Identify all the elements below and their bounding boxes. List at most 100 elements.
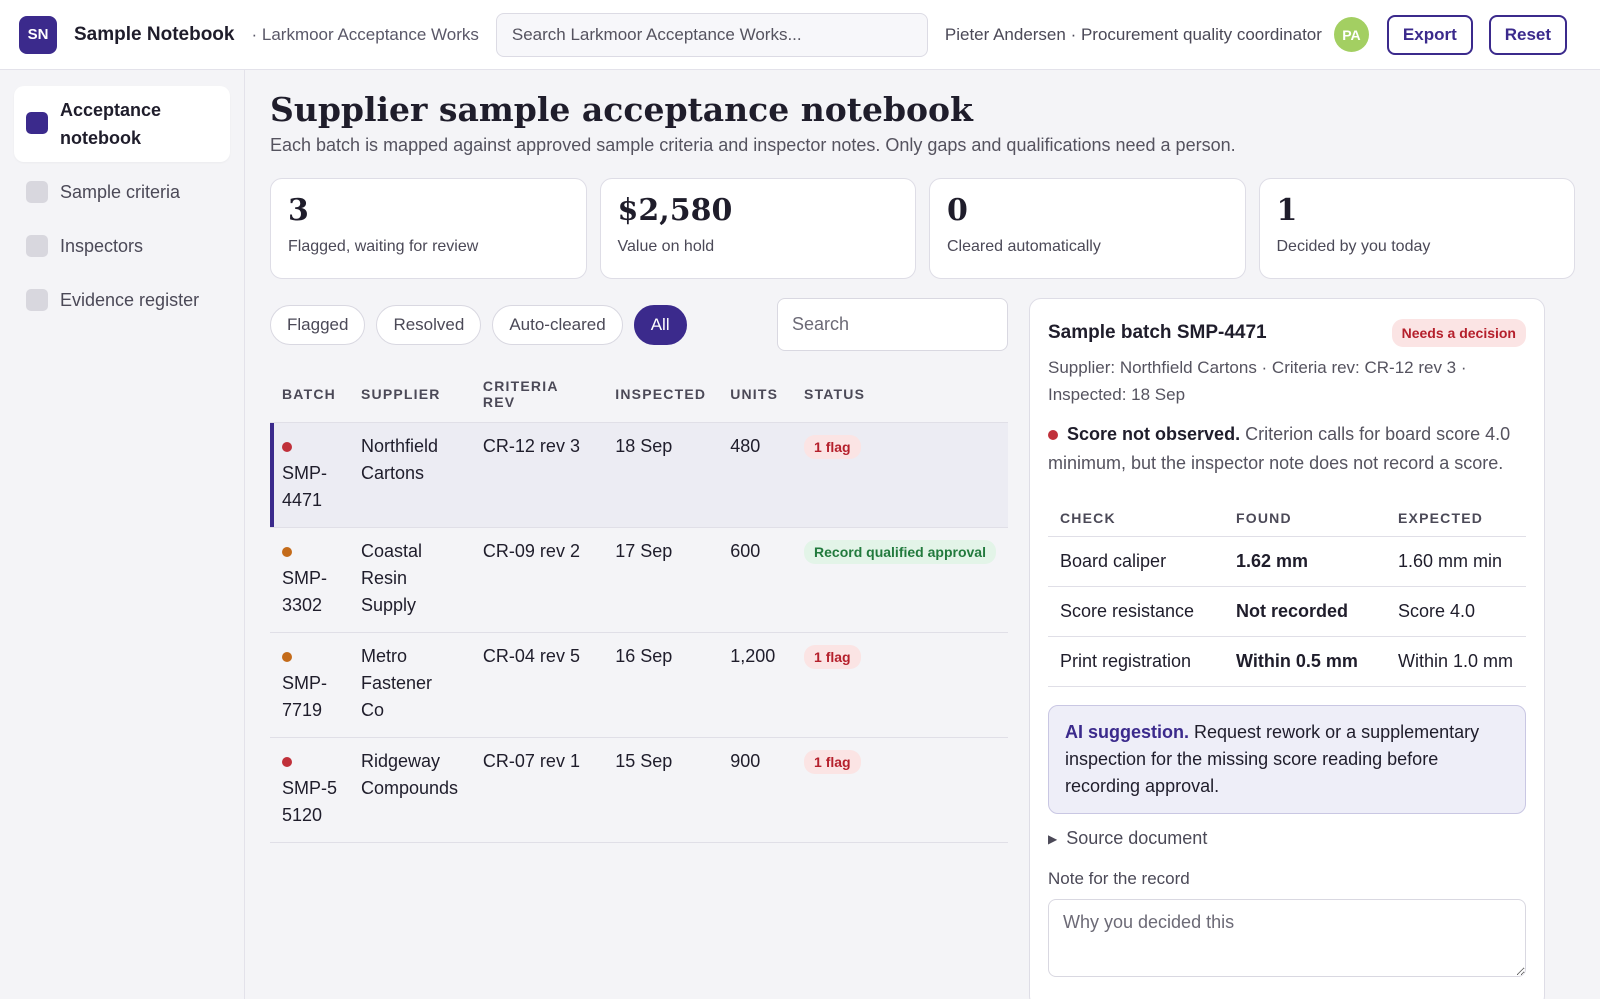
stat-label: Cleared automatically xyxy=(947,238,1101,255)
caret-right-icon: ▶ xyxy=(1048,831,1058,846)
batch-cell: SMP-55120 xyxy=(270,737,349,843)
supplier-cell: Northfield Cartons xyxy=(349,422,471,528)
ai-suggestion-text: Request rework or a supplementary inspec… xyxy=(1065,722,1480,796)
column-header: UNITS xyxy=(718,366,793,423)
status-badge: 1 flag xyxy=(804,645,861,669)
units-cell: 600 xyxy=(718,527,793,633)
stat-card-value-on-hold: $2,580 Value on hold xyxy=(599,178,916,279)
status-dot-icon xyxy=(282,547,292,557)
table-row[interactable]: SMP-4471 Northfield Cartons CR-12 rev 3 … xyxy=(270,422,1008,528)
column-header: CHECK xyxy=(1048,500,1224,537)
units-cell: 480 xyxy=(718,422,793,528)
nav-square-icon xyxy=(26,112,48,134)
filter-pill-all[interactable]: All xyxy=(633,304,687,345)
inspected-cell: 17 Sep xyxy=(603,527,719,633)
stat-card-decided: 1 Decided by you today xyxy=(1258,178,1575,279)
check-row: Board caliper 1.62 mm 1.60 mm min xyxy=(1048,536,1526,587)
finding-description: Criterion calls for board score 4.0 mini… xyxy=(1048,424,1511,473)
sidebar-item-label: Evidence register xyxy=(60,290,200,310)
stat-label: Decided by you today xyxy=(1276,238,1431,255)
app-logo: SN xyxy=(19,15,57,54)
filter-pill-flagged[interactable]: Flagged xyxy=(270,304,366,345)
column-header: BATCH xyxy=(270,366,349,423)
detail-header: Sample batch SMP-4471 Needs a decision xyxy=(1048,319,1526,347)
check-expected: Score 4.0 xyxy=(1386,586,1526,637)
check-found: Within 0.5 mm xyxy=(1224,636,1386,687)
status-badge: Record qualified approval xyxy=(804,540,996,564)
units-cell: 1,200 xyxy=(718,632,793,738)
table-row[interactable]: SMP-3302 Coastal Resin Supply CR-09 rev … xyxy=(270,527,1008,633)
top-bar: SN Sample Notebook · Larkmoor Acceptance… xyxy=(0,0,1600,70)
criteria-cell: CR-12 rev 3 xyxy=(470,422,604,528)
stat-value: 0 xyxy=(947,193,968,228)
status-badge: 1 flag xyxy=(804,435,861,459)
status-badge: 1 flag xyxy=(804,750,861,774)
stat-value: 1 xyxy=(1276,193,1298,228)
table-row[interactable]: SMP-55120 Ridgeway Compounds CR-07 rev 1… xyxy=(270,737,1008,843)
filter-pill-auto-cleared[interactable]: Auto-cleared xyxy=(492,304,623,345)
check-row: Print registration Within 0.5 mm Within … xyxy=(1048,636,1526,687)
column-header: SUPPLIER xyxy=(349,366,471,423)
column-header: INSPECTED xyxy=(603,366,719,423)
batch-list-area: Flagged Resolved Auto-cleared All BATCH … xyxy=(270,298,1008,843)
sidebar-item-label: Sample criteria xyxy=(60,182,181,202)
export-button[interactable]: Export xyxy=(1386,14,1473,55)
status-dot-icon xyxy=(282,652,292,662)
units-cell: 900 xyxy=(718,737,793,843)
batch-id: SMP-55120 xyxy=(282,778,338,825)
status-cell: 1 flag xyxy=(792,632,1008,738)
main-content: Supplier sample acceptance notebook Each… xyxy=(270,70,1575,999)
finding-text: Score not observed. Criterion calls for … xyxy=(1048,420,1526,478)
batch-id: SMP-3302 xyxy=(282,568,327,615)
source-document-toggle[interactable]: ▶ Source document xyxy=(1048,828,1526,849)
sidebar-item-acceptance-notebook[interactable]: Acceptance notebook xyxy=(14,86,230,162)
supplier-cell: Metro Fastener Co xyxy=(349,632,471,738)
check-row: Score resistance Not recorded Score 4.0 xyxy=(1048,586,1526,637)
ai-suggestion-box: AI suggestion. Request rework or a suppl… xyxy=(1048,705,1526,814)
detail-meta: Supplier: Northfield Cartons · Criteria … xyxy=(1048,358,1467,404)
sidebar-item-sample-criteria[interactable]: Sample criteria xyxy=(14,168,230,216)
status-cell: 1 flag xyxy=(792,737,1008,843)
sidebar-item-label: Inspectors xyxy=(60,236,144,256)
sidebar-item-inspectors[interactable]: Inspectors xyxy=(14,222,230,270)
batch-cell: SMP-3302 xyxy=(270,527,349,633)
page-title: Supplier sample acceptance notebook xyxy=(270,90,973,129)
table-row[interactable]: SMP-7719 Metro Fastener Co CR-04 rev 5 1… xyxy=(270,632,1008,738)
table-header-row: BATCH SUPPLIER CRITERIA REV INSPECTED UN… xyxy=(270,366,1008,423)
status-cell: 1 flag xyxy=(792,422,1008,528)
batch-search-input[interactable] xyxy=(777,298,1008,351)
check-name: Score resistance xyxy=(1048,586,1224,637)
filter-bar: Flagged Resolved Auto-cleared All xyxy=(270,298,1008,351)
page-subtitle: Each batch is mapped against approved sa… xyxy=(270,135,1236,155)
stat-card-cleared: 0 Cleared automatically xyxy=(929,178,1246,279)
status-dot-icon xyxy=(282,757,292,767)
criteria-cell: CR-09 rev 2 xyxy=(470,527,604,633)
avatar[interactable]: PA xyxy=(1333,17,1369,52)
sidebar-item-evidence-register[interactable]: Evidence register xyxy=(14,276,230,324)
criteria-cell: CR-07 rev 1 xyxy=(470,737,604,843)
batch-table: BATCH SUPPLIER CRITERIA REV INSPECTED UN… xyxy=(270,366,1008,843)
finding-title: Score not observed. xyxy=(1067,424,1241,444)
checks-table: CHECK FOUND EXPECTED Board caliper 1.62 … xyxy=(1048,500,1526,687)
check-name: Board caliper xyxy=(1048,536,1224,587)
supplier-cell: Coastal Resin Supply xyxy=(349,527,471,633)
check-found: Not recorded xyxy=(1224,586,1386,637)
batch-id: SMP-7719 xyxy=(282,673,327,720)
nav-square-icon xyxy=(26,181,48,203)
sidebar-item-label: Acceptance notebook xyxy=(60,100,162,148)
stat-card-flagged: 3 Flagged, waiting for review xyxy=(270,178,587,279)
batch-cell: SMP-7719 xyxy=(270,632,349,738)
filter-pill-resolved[interactable]: Resolved xyxy=(376,304,482,345)
note-textarea[interactable] xyxy=(1048,899,1526,977)
inspected-cell: 16 Sep xyxy=(603,632,719,738)
check-found: 1.62 mm xyxy=(1224,536,1386,587)
batch-id: SMP-4471 xyxy=(282,463,327,510)
note-label: Note for the record xyxy=(1048,869,1190,888)
reset-button[interactable]: Reset xyxy=(1488,14,1568,55)
check-expected: 1.60 mm min xyxy=(1386,536,1526,587)
check-expected: Within 1.0 mm xyxy=(1386,636,1526,687)
column-header: EXPECTED xyxy=(1386,500,1526,537)
global-search-input[interactable] xyxy=(495,12,928,57)
column-header: CRITERIA REV xyxy=(470,366,604,423)
nav-square-icon xyxy=(26,289,48,311)
